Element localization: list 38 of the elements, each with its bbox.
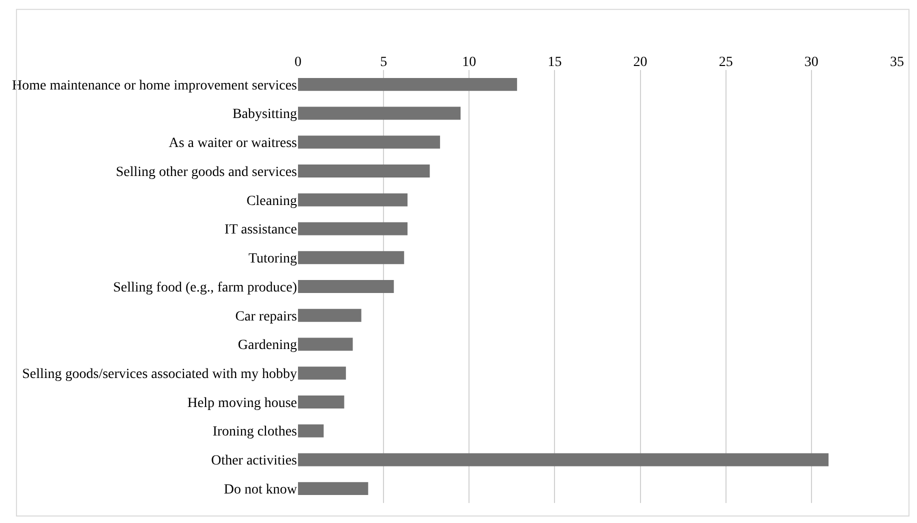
y-tick-label: Help moving house (187, 396, 297, 411)
bar (298, 453, 829, 466)
bar (298, 280, 394, 293)
x-tick-label: 25 (718, 55, 733, 70)
bar (298, 338, 353, 351)
bar (298, 395, 344, 408)
y-tick-label: Cleaning (246, 194, 297, 209)
y-tick-label: Tutoring (248, 252, 297, 267)
y-tick-label: Selling other goods and services (116, 164, 297, 180)
bar (298, 424, 324, 438)
y-tick-label: Car repairs (235, 309, 297, 324)
x-tick-label: 35 (890, 55, 904, 70)
bar (298, 222, 408, 236)
x-tick-label: 15 (548, 55, 562, 70)
y-tick-label: Ironing clothes (212, 424, 297, 440)
y-tick-label: Selling food (e.g., farm produce) (113, 280, 298, 296)
y-tick-label: Other activities (211, 454, 297, 469)
x-tick-label: 30 (804, 55, 818, 70)
bar (298, 136, 440, 149)
bar (298, 251, 404, 264)
y-tick-label: IT assistance (224, 222, 297, 238)
bar (298, 366, 346, 380)
y-tick-label: Do not know (224, 482, 298, 498)
y-tick-label: As a waiter or waitress (168, 136, 297, 152)
bar (298, 106, 461, 120)
x-tick-label: 0 (294, 55, 302, 70)
y-tick-label: Gardening (238, 338, 297, 354)
x-tick-label: 20 (633, 55, 648, 70)
x-tick-label: 5 (380, 55, 388, 70)
y-tick-label: Selling goods/services associated with my hobby (22, 367, 297, 382)
bar (298, 193, 408, 206)
bar (298, 78, 518, 91)
bar (298, 308, 362, 322)
x-tick-label: 10 (462, 55, 476, 70)
bar (298, 164, 430, 178)
y-tick-label: Babysitting (232, 107, 297, 122)
bar (298, 482, 368, 496)
y-tick-label: Home maintenance or home improvement services (12, 78, 297, 94)
